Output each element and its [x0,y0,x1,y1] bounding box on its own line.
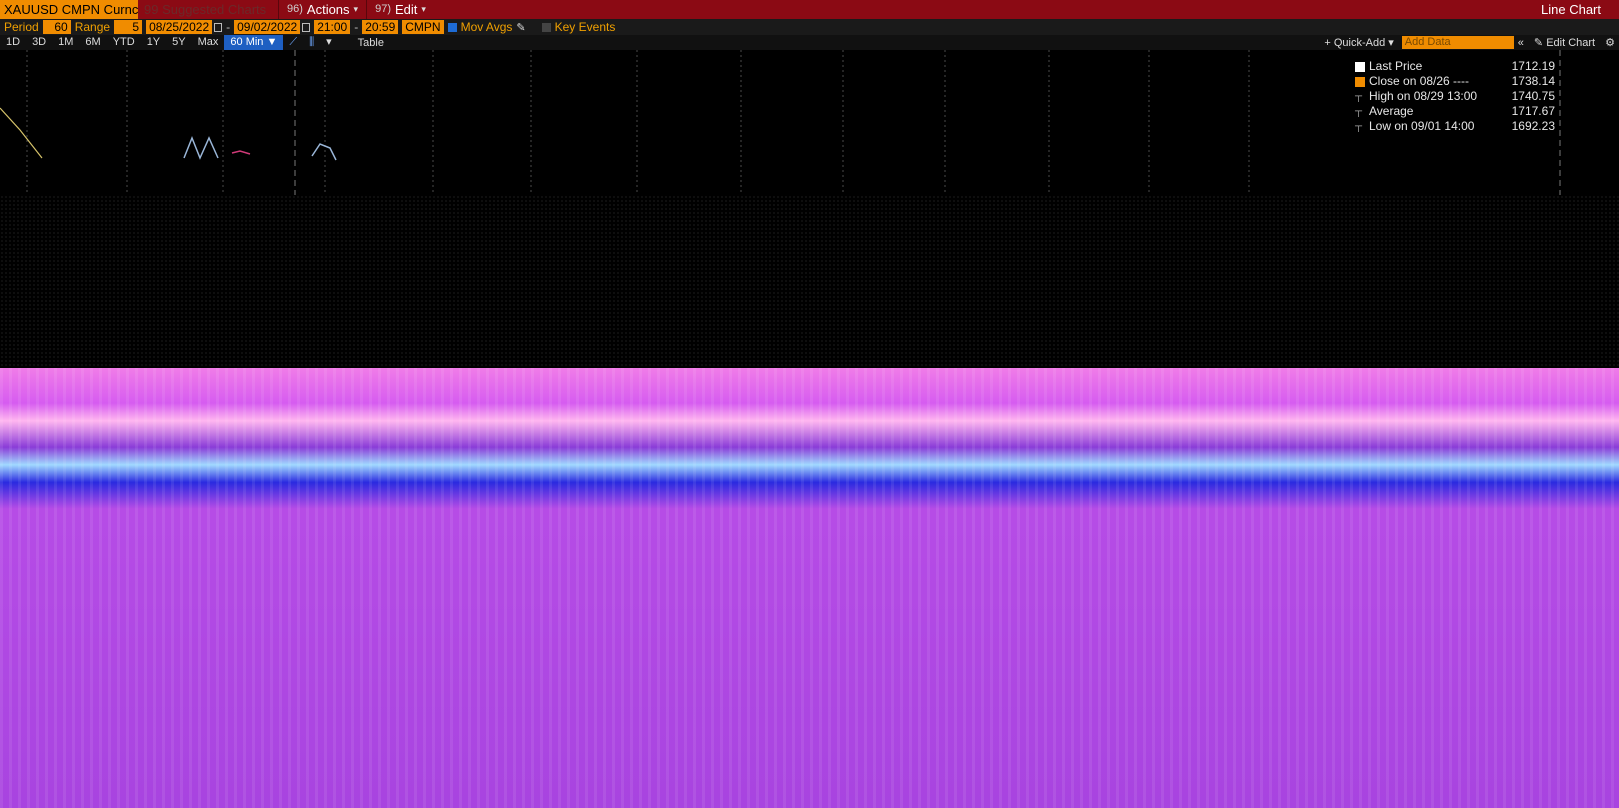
price-line [311,143,337,161]
quick-add-button[interactable]: + Quick-Add ▾ [1324,37,1394,49]
period-button[interactable]: Max [197,36,219,48]
actions-number: 96) [287,3,303,15]
period-label: Period [4,20,39,34]
collapse-icon[interactable]: « [1517,36,1524,49]
title-bar: XAUUSD CMPN Curncy 99 Suggested Charts 9… [0,0,1619,19]
moving-average-line [231,150,251,155]
legend-label: Close on 08/26 ---- [1369,74,1470,88]
legend-label: High on 08/29 13:00 [1369,89,1478,103]
legend-label: Last Price [1369,59,1423,73]
line-chart-icon[interactable]: ⟋ [289,36,298,48]
candle-icon[interactable]: ⫼ [309,36,315,48]
add-data-input[interactable]: Add Data [1401,36,1514,49]
range-label: Range [74,20,111,34]
mov-avgs-checkbox[interactable] [447,22,457,32]
actions-label: Actions [306,2,350,17]
date-separator: - [226,20,231,34]
range-input[interactable]: 5 [114,20,143,34]
legend-swatch: ┬ [1355,105,1363,117]
period-button[interactable]: 1D [6,36,21,48]
period-button[interactable]: 5Y [172,36,186,48]
legend-item[interactable]: ┬ Average 1717.67 [1355,104,1555,119]
price-line [183,135,219,160]
chevron-down-icon: ▾ [421,4,426,14]
period-button[interactable]: 6M [85,36,101,48]
key-events-checkbox[interactable] [541,22,551,32]
edit-chart-label: Edit Chart [1546,37,1596,49]
calendar-icon[interactable] [214,22,223,32]
gridlines [26,50,1250,195]
parameters-row: Period 60 Range 5 08/25/2022 - 09/02/202… [0,19,1619,35]
legend-swatch: ┬ [1355,120,1363,132]
period-input[interactable]: 60 [42,20,71,34]
render-artifact [0,368,1619,808]
period-button[interactable]: 3D [32,36,47,48]
suggested-charts-button[interactable]: 99 Suggested Charts [144,2,267,17]
chevron-down-icon: ▾ [353,4,359,14]
legend-item[interactable]: ┬ High on 08/29 13:00 1740.75 [1355,89,1555,104]
edit-label: Edit [394,2,418,17]
period-button[interactable]: 1M [58,36,74,48]
toolbar: 1D 3D 1M 6M YTD 1Y 5Y Max 60 Min ▼ ⟋ ⫼ ▾ Table … [0,35,1619,50]
legend-item[interactable]: ┬ Low on 09/01 14:00 1692.23 [1355,119,1555,134]
source-input[interactable]: CMPN [402,20,444,34]
legend-value: 1740.75 [1511,89,1555,103]
start-time-input[interactable]: 21:00 [314,20,351,34]
chart-type-label: Line Chart [1541,2,1601,17]
period-button[interactable]: YTD [112,36,135,48]
time-separator: - [354,20,359,34]
legend-item[interactable]: Close on 08/26 ---- 1738.14 [1355,74,1555,89]
price-chart [0,50,1561,195]
end-date-input[interactable]: 09/02/2022 [234,20,301,34]
moving-average-line [0,107,43,159]
edit-chart-button[interactable]: ✎ Edit Chart [1533,37,1596,49]
legend-label: Low on 09/01 14:00 [1369,119,1475,133]
legend-value: 1692.23 [1511,119,1555,133]
table-button[interactable]: Table [357,36,384,49]
start-date-input[interactable]: 08/25/2022 [146,20,213,34]
mov-avgs-label: Mov Avgs [460,20,513,34]
interval-dropdown[interactable]: 60 Min ▼ [224,35,284,50]
edit-menu[interactable]: 97) Edit ▾ [366,0,434,19]
legend-swatch: ┬ [1355,90,1363,102]
calendar-icon[interactable] [302,22,311,32]
legend-swatch [1355,76,1365,87]
end-time-input[interactable]: 20:59 [362,20,399,34]
legend-swatch [1355,61,1365,72]
legend-item[interactable]: Last Price 1712.19 [1355,59,1555,74]
chart-legend[interactable]: Last Price 1712.19 Close on 08/26 ---- 1738… [1355,59,1555,144]
more-dropdown-icon[interactable]: ▾ [326,36,332,48]
period-button[interactable]: 1Y [146,36,161,48]
legend-value: 1717.67 [1511,104,1555,118]
edit-number: 97) [375,3,391,15]
pencil-icon[interactable]: ✎ [516,21,526,34]
legend-value: 1712.19 [1511,59,1555,73]
period-buttons: 1D 3D 1M 6M YTD 1Y 5Y Max [0,35,224,50]
legend-label: Average [1369,104,1414,118]
legend-value: 1738.14 [1511,74,1555,88]
actions-menu[interactable]: 96) Actions ▾ [278,0,366,19]
gear-icon[interactable]: ⚙ [1605,37,1615,49]
key-events-label: Key Events [554,20,616,34]
ticker-field[interactable]: XAUUSD CMPN Curncy [0,0,138,19]
